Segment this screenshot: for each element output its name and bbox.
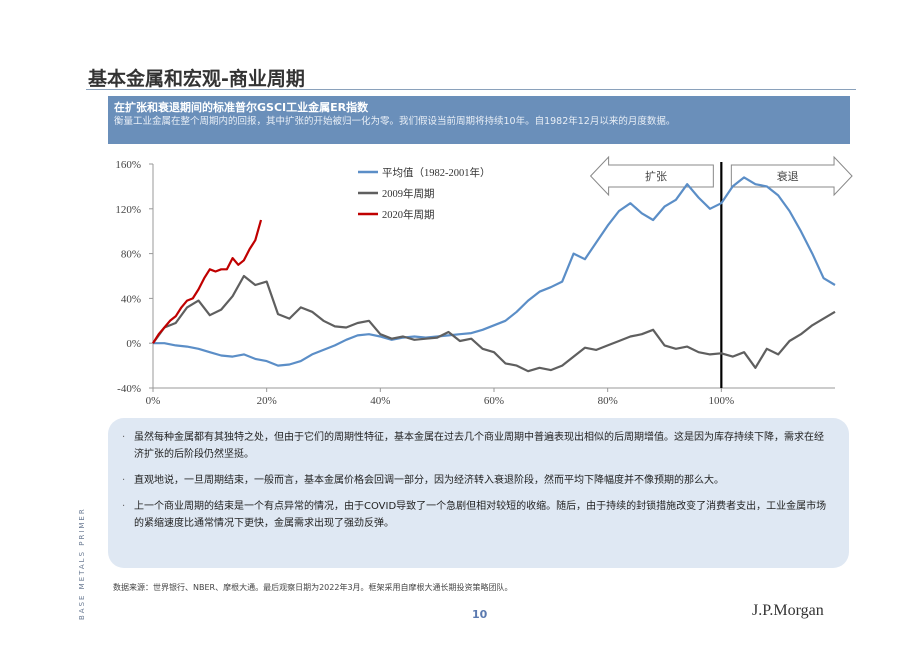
page-title: 基本金属和宏观-商业周期 bbox=[88, 68, 305, 90]
line-chart: -40% 0% 40% 80% 120% 160% 0% 20% 40% 60% 80% 100% 扩张… bbox=[115, 155, 853, 407]
source-note: 数据来源：世界银行、NBER、摩根大通。最后观察日期为2022年3月。框架采用自… bbox=[113, 583, 513, 592]
side-label: BASE METALS PRIMER bbox=[78, 507, 86, 620]
chart-header-subtitle: 衡量工业金属在整个周期内的回报，其中扩张的开始被归一化为零。我们假设当前周期将持… bbox=[114, 116, 676, 127]
note-text: 直观地说，一旦周期结束，一般而言，基本金属价格会回调一部分，因为经济转入衰退阶段… bbox=[134, 475, 724, 486]
jpmorgan-logo: J.P.Morgan bbox=[752, 602, 824, 619]
y-tick-label: 160% bbox=[115, 159, 141, 171]
bullet: · bbox=[122, 475, 126, 486]
recession-label: 衰退 bbox=[777, 169, 799, 183]
legend-label: 平均值（1982-2001年） bbox=[382, 166, 491, 179]
bullet: · bbox=[122, 432, 126, 443]
bullet: · bbox=[122, 501, 126, 512]
y-tick-label: 0% bbox=[126, 338, 141, 350]
note-item: · 直观地说，一旦周期结束，一般而言，基本金属价格会回调一部分，因为经济转入衰退… bbox=[122, 472, 829, 489]
x-tick-label: 40% bbox=[370, 395, 390, 407]
note-item: · 虽然每种金属都有其独特之处，但由于它们的周期性特征，基本金属在过去几个商业周… bbox=[122, 429, 829, 463]
y-tick-label: 40% bbox=[121, 293, 141, 305]
x-tick-label: 20% bbox=[257, 395, 277, 407]
legend-label: 2020年周期 bbox=[382, 208, 435, 221]
chart-header: 在扩张和衰退期间的标准普尔GSCI工业金属ER指数 衡量工业金属在整个周期内的回… bbox=[108, 96, 850, 144]
series-line-1 bbox=[152, 274, 836, 373]
page-number: 10 bbox=[472, 608, 488, 621]
x-tick-label: 80% bbox=[598, 395, 618, 407]
expansion-arrow bbox=[589, 155, 714, 197]
note-text: 虽然每种金属都有其独特之处，但由于它们的周期性特征，基本金属在过去几个商业周期中… bbox=[134, 432, 824, 460]
chart-header-title: 在扩张和衰退期间的标准普尔GSCI工业金属ER指数 bbox=[114, 101, 369, 114]
x-tick-label: 100% bbox=[708, 395, 734, 407]
note-text: 上一个商业周期的结束是一个有点异常的情况，由于COVID导致了一个急剧但相对较短… bbox=[134, 501, 827, 529]
title-underline bbox=[86, 89, 856, 90]
notes-panel: · 虽然每种金属都有其独特之处，但由于它们的周期性特征，基本金属在过去几个商业周… bbox=[108, 418, 849, 568]
series-line-2 bbox=[152, 219, 263, 344]
legend-label: 2009年周期 bbox=[382, 187, 435, 200]
y-tick-label: 80% bbox=[121, 249, 141, 261]
x-tick-label: 60% bbox=[484, 395, 504, 407]
series-line-0 bbox=[153, 176, 836, 367]
y-tick-label: -40% bbox=[117, 383, 141, 395]
x-tick-label: 0% bbox=[146, 395, 161, 407]
y-tick-label: 120% bbox=[115, 204, 141, 216]
note-item: · 上一个商业周期的结束是一个有点异常的情况，由于COVID导致了一个急剧但相对… bbox=[122, 498, 829, 532]
expansion-label: 扩张 bbox=[645, 169, 667, 183]
